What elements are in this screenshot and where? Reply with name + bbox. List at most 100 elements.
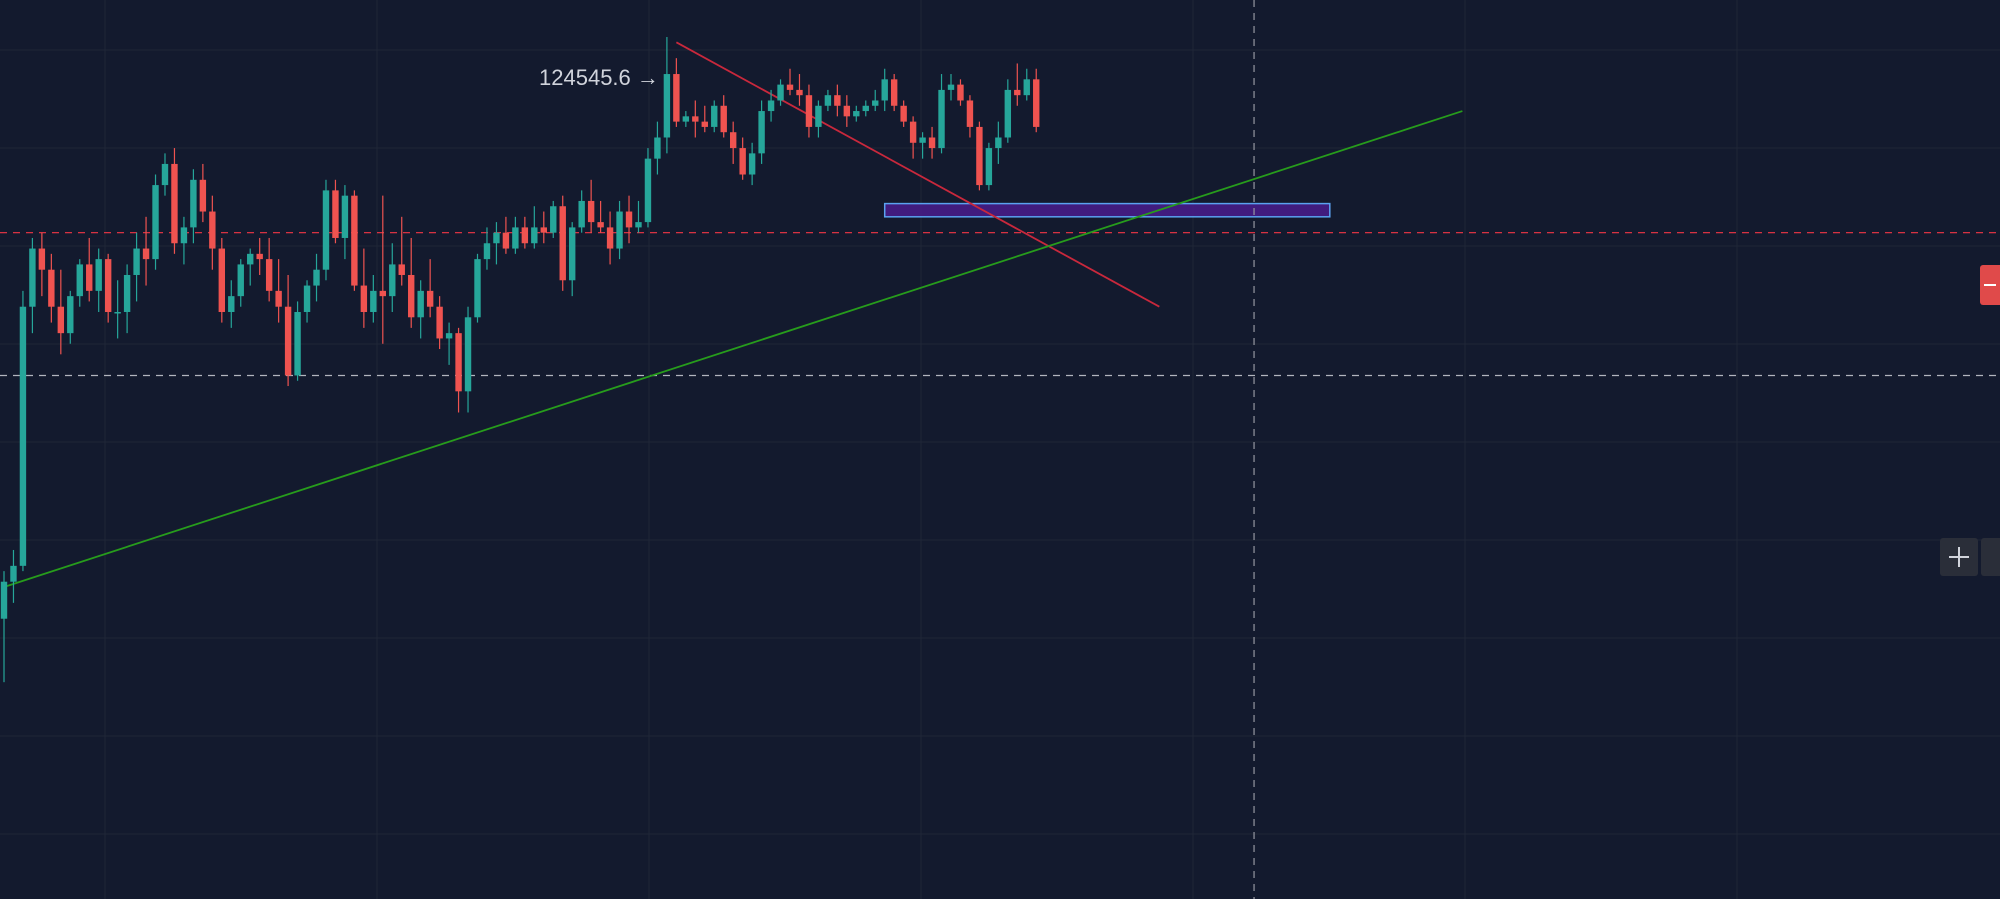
- candle-body: [67, 296, 74, 334]
- candle-body: [10, 565, 17, 582]
- candle-body: [209, 211, 216, 249]
- candle: [550, 200, 557, 238]
- candle: [180, 216, 188, 265]
- candle-body: [294, 312, 301, 376]
- candle-body: [19, 306, 27, 566]
- candle: [455, 327, 462, 413]
- candle-body: [616, 211, 623, 249]
- candle-body: [142, 248, 150, 260]
- candle: [114, 280, 121, 339]
- candle: [872, 89, 879, 112]
- candle: [104, 253, 112, 323]
- candle-body: [1014, 89, 1021, 96]
- candle-body: [161, 163, 169, 186]
- candle: [86, 237, 93, 302]
- candle-body: [351, 195, 358, 286]
- candle: [616, 200, 623, 260]
- candle-body: [777, 84, 784, 101]
- candle: [426, 259, 434, 318]
- candle: [720, 95, 727, 138]
- candle-body: [587, 200, 595, 223]
- candle: [815, 100, 822, 138]
- candle-body: [303, 285, 311, 313]
- zone-layer[interactable]: [883, 202, 1331, 218]
- candle: [597, 200, 604, 233]
- candle-body: [445, 333, 453, 339]
- candle-body: [426, 290, 434, 307]
- candle-body: [114, 312, 121, 314]
- candle: [758, 100, 765, 164]
- candle: [67, 290, 74, 344]
- candle: [569, 222, 576, 297]
- candle-body: [872, 100, 879, 106]
- candle-body: [86, 264, 93, 291]
- candle: [48, 253, 55, 323]
- candle: [739, 137, 746, 180]
- candle: [171, 148, 178, 254]
- candle: [663, 37, 671, 154]
- candle: [1014, 63, 1021, 106]
- candle: [322, 179, 330, 281]
- candle-body: [360, 285, 368, 313]
- candle: [654, 121, 661, 175]
- candle: [76, 259, 83, 307]
- candle-body: [123, 274, 131, 313]
- candle-body: [29, 248, 36, 307]
- candle-body: [502, 232, 510, 249]
- candle: [493, 222, 500, 265]
- candle: [142, 216, 150, 286]
- candle-body: [436, 306, 443, 339]
- candle: [701, 105, 708, 133]
- candle-body: [313, 269, 320, 286]
- candle-body: [843, 105, 851, 117]
- candle: [1033, 68, 1040, 133]
- candle-body: [199, 179, 207, 212]
- candle-body: [512, 227, 519, 249]
- crosshair-button[interactable]: [1940, 538, 1978, 576]
- candle: [256, 237, 263, 275]
- candle-body: [900, 105, 907, 122]
- candle: [161, 153, 169, 196]
- candle: [900, 100, 907, 127]
- candle: [1004, 79, 1012, 143]
- candle: [38, 232, 46, 297]
- candle-body: [815, 105, 822, 127]
- candle-body: [985, 148, 993, 186]
- candle: [398, 216, 405, 286]
- candle-body: [332, 190, 339, 238]
- candle-body: [758, 111, 765, 154]
- candle: [152, 174, 159, 270]
- candle-body: [218, 248, 226, 313]
- candle-body: [370, 290, 377, 313]
- candle: [995, 121, 1002, 164]
- candle-body: [701, 121, 708, 127]
- candle-body: [76, 264, 83, 297]
- candle: [729, 121, 737, 164]
- candle: [474, 253, 481, 323]
- candle: [521, 216, 529, 249]
- candle: [57, 269, 65, 355]
- candle-body: [834, 95, 841, 106]
- trendlines[interactable]: [3, 41, 1463, 588]
- price-tag[interactable]: [1980, 265, 2000, 305]
- candle-body: [748, 153, 756, 175]
- candle: [777, 79, 784, 106]
- candle-body: [237, 264, 244, 297]
- candle-body: [767, 100, 775, 112]
- crosshair-button-edge[interactable]: [1981, 538, 2000, 576]
- candle-body: [796, 89, 803, 96]
- candle-body: [57, 306, 65, 334]
- candle-body: [417, 290, 424, 318]
- candle-body: [493, 232, 500, 244]
- candle-body: [256, 253, 263, 260]
- candle-body: [379, 290, 386, 297]
- candles: [0, 37, 1040, 683]
- candle: [313, 253, 320, 302]
- candle: [218, 237, 226, 323]
- candle-body: [540, 227, 547, 233]
- candle-body: [389, 264, 396, 297]
- candle: [228, 280, 235, 328]
